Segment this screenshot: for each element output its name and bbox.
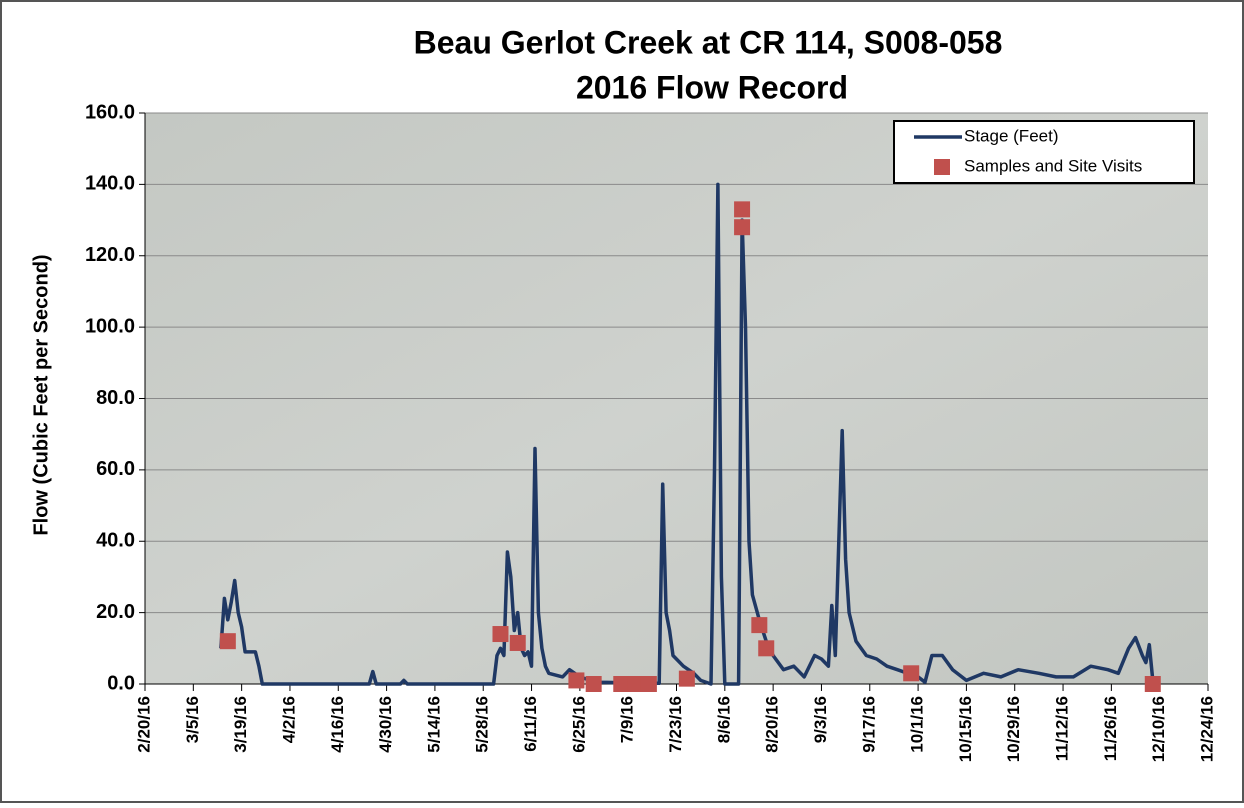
legend-swatch	[934, 159, 950, 175]
x-tick-label: 8/6/16	[714, 696, 733, 743]
y-tick-label: 40.0	[96, 530, 135, 552]
x-tick-label: 6/11/16	[521, 696, 540, 752]
sample-marker	[751, 617, 767, 633]
x-tick-label: 2/20/16	[134, 696, 153, 753]
x-tick-label: 11/26/16	[1101, 696, 1120, 761]
x-tick-label: 4/30/16	[376, 696, 395, 753]
sample-marker	[641, 676, 657, 692]
x-tick-label: 7/23/16	[666, 696, 685, 753]
sample-marker	[613, 676, 629, 692]
y-tick-label: 160.0	[85, 101, 135, 123]
sample-marker	[220, 633, 236, 649]
chart: Beau Gerlot Creek at CR 114, S008-058 20…	[0, 0, 1244, 803]
x-tick-label: 10/1/16	[908, 696, 927, 753]
y-tick-label: 100.0	[85, 315, 135, 337]
x-tick-label: 3/19/16	[231, 696, 250, 753]
sample-marker	[627, 676, 643, 692]
x-tick-label: 4/2/16	[279, 696, 298, 743]
sample-marker	[903, 665, 919, 681]
y-tick-label: 140.0	[85, 173, 135, 195]
x-tick-label: 12/10/16	[1149, 696, 1168, 762]
y-axis-label: Flow (Cubic Feet per Second)	[30, 254, 52, 535]
x-tick-label: 7/9/16	[618, 696, 637, 743]
y-tick-label: 60.0	[96, 458, 135, 480]
sample-marker	[679, 671, 695, 687]
sample-marker	[510, 635, 526, 651]
y-tick-label: 80.0	[96, 387, 135, 409]
x-tick-label: 10/29/16	[1004, 696, 1023, 762]
x-tick-label: 12/24/16	[1197, 696, 1216, 762]
sample-marker	[734, 219, 750, 235]
x-tick-label: 6/25/16	[569, 696, 588, 753]
x-tick-label: 5/28/16	[473, 696, 492, 753]
x-tick-label: 9/17/16	[859, 696, 878, 753]
sample-marker	[568, 672, 584, 688]
sample-marker	[734, 201, 750, 217]
y-tick-label: 0.0	[107, 672, 135, 694]
x-tick-label: 10/15/16	[956, 696, 975, 762]
x-tick-label: 4/16/16	[328, 696, 347, 753]
chart-title: Beau Gerlot Creek at CR 114, S008-058	[414, 24, 1003, 60]
legend-label: Samples and Site Visits	[964, 156, 1142, 175]
chart-subtitle: 2016 Flow Record	[576, 69, 848, 105]
y-tick-label: 120.0	[85, 244, 135, 266]
sample-marker	[586, 676, 602, 692]
legend-label: Stage (Feet)	[964, 126, 1059, 145]
sample-marker	[758, 640, 774, 656]
x-tick-label: 9/3/16	[811, 696, 830, 743]
sample-marker	[492, 626, 508, 642]
x-tick-label: 5/14/16	[424, 696, 443, 753]
y-tick-label: 20.0	[96, 601, 135, 623]
x-tick-label: 3/5/16	[183, 696, 202, 743]
x-tick-label: 11/12/16	[1053, 696, 1072, 761]
sample-marker	[1145, 676, 1161, 692]
x-tick-label: 8/20/16	[763, 696, 782, 753]
